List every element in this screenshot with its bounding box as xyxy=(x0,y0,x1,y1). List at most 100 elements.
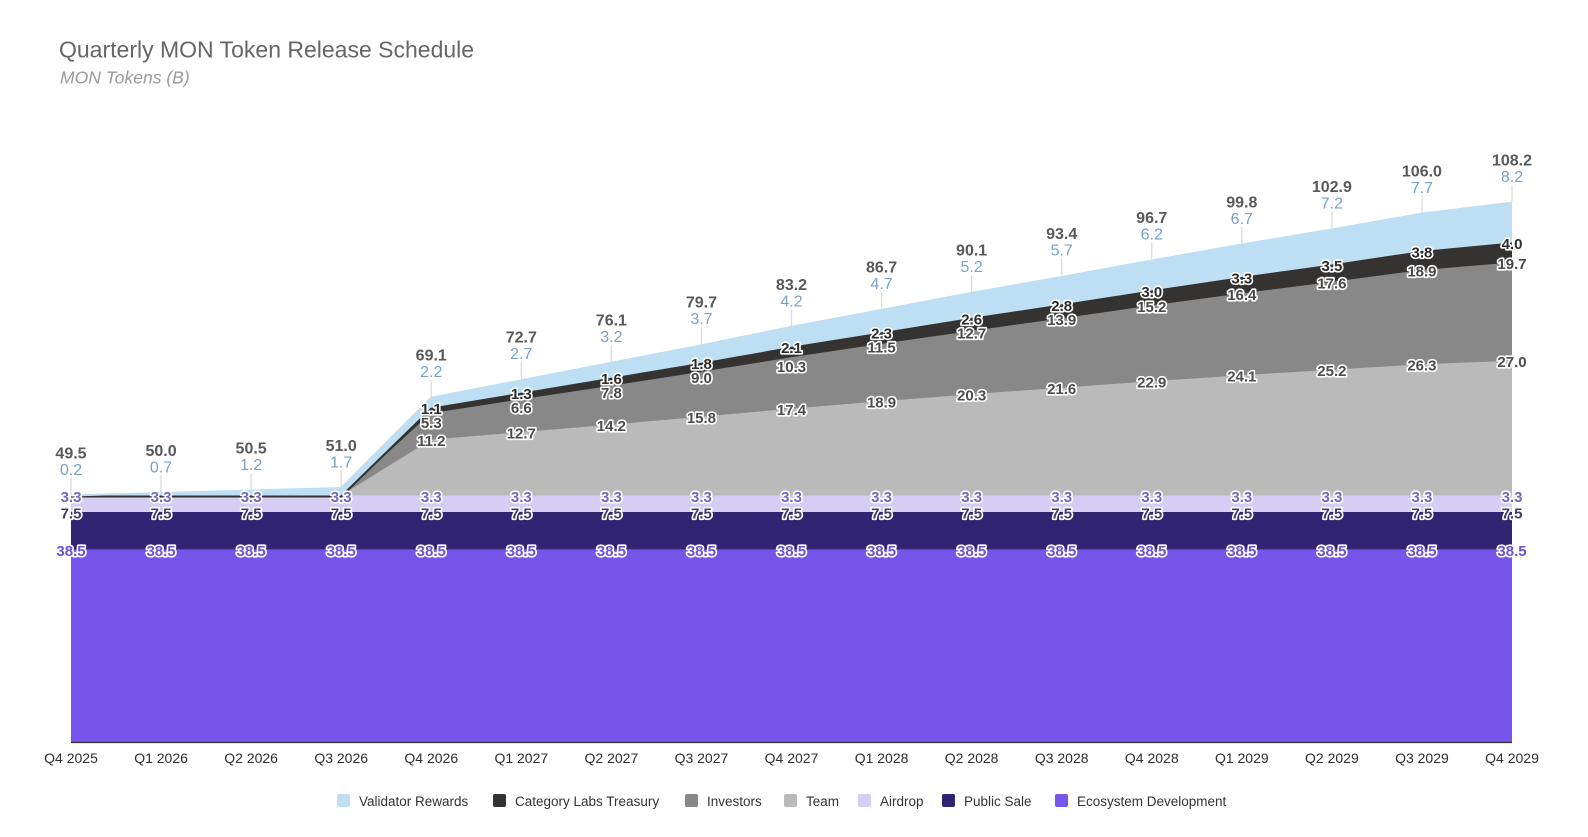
svg-text:21.6: 21.6 xyxy=(1047,381,1076,398)
svg-text:79.7: 79.7 xyxy=(686,295,717,312)
svg-text:1.3: 1.3 xyxy=(511,386,532,403)
svg-text:Q4 2025: Q4 2025 xyxy=(44,750,98,766)
svg-text:22.9: 22.9 xyxy=(1137,375,1166,392)
svg-text:Q4 2026: Q4 2026 xyxy=(404,750,458,766)
svg-text:38.5: 38.5 xyxy=(417,543,446,560)
svg-text:12.7: 12.7 xyxy=(507,426,536,443)
svg-text:3.3: 3.3 xyxy=(1051,489,1072,506)
svg-text:3.3: 3.3 xyxy=(1231,270,1252,287)
svg-text:7.5: 7.5 xyxy=(421,505,442,522)
svg-text:Q1 2029: Q1 2029 xyxy=(1215,750,1269,766)
svg-text:Q2 2026: Q2 2026 xyxy=(224,750,278,766)
svg-text:38.5: 38.5 xyxy=(1497,543,1526,560)
svg-text:Q1 2027: Q1 2027 xyxy=(494,750,548,766)
svg-text:1.7: 1.7 xyxy=(330,454,352,471)
svg-text:5.3: 5.3 xyxy=(421,415,442,432)
svg-text:7.2: 7.2 xyxy=(1321,195,1343,212)
svg-text:1.2: 1.2 xyxy=(240,457,262,474)
svg-text:7.5: 7.5 xyxy=(1502,505,1523,522)
svg-text:38.5: 38.5 xyxy=(146,543,175,560)
svg-text:38.5: 38.5 xyxy=(1317,543,1346,560)
svg-text:3.3: 3.3 xyxy=(601,489,622,506)
svg-text:2.6: 2.6 xyxy=(961,311,982,328)
svg-text:7.5: 7.5 xyxy=(1321,505,1342,522)
svg-text:90.1: 90.1 xyxy=(956,243,987,260)
svg-text:1.8: 1.8 xyxy=(691,356,712,373)
svg-text:3.3: 3.3 xyxy=(1231,489,1252,506)
svg-text:38.5: 38.5 xyxy=(597,543,626,560)
svg-text:99.8: 99.8 xyxy=(1226,194,1257,211)
svg-text:1.1: 1.1 xyxy=(421,401,442,418)
svg-text:Q2 2029: Q2 2029 xyxy=(1305,750,1359,766)
svg-text:24.1: 24.1 xyxy=(1227,369,1256,386)
svg-text:3.3: 3.3 xyxy=(421,489,442,506)
svg-text:Q2 2027: Q2 2027 xyxy=(585,750,639,766)
svg-text:Category Labs Treasury: Category Labs Treasury xyxy=(515,794,659,809)
svg-text:2.1: 2.1 xyxy=(781,340,802,357)
svg-text:7.5: 7.5 xyxy=(511,505,532,522)
svg-text:3.3: 3.3 xyxy=(241,489,262,506)
svg-text:4.0: 4.0 xyxy=(1502,236,1523,253)
svg-text:7.5: 7.5 xyxy=(1412,505,1433,522)
svg-text:3.3: 3.3 xyxy=(511,489,532,506)
svg-text:51.0: 51.0 xyxy=(326,438,357,455)
svg-text:7.5: 7.5 xyxy=(961,505,982,522)
svg-text:17.6: 17.6 xyxy=(1317,275,1346,292)
svg-text:25.2: 25.2 xyxy=(1317,363,1346,380)
svg-text:38.5: 38.5 xyxy=(777,543,806,560)
svg-text:17.4: 17.4 xyxy=(777,402,807,419)
svg-text:38.5: 38.5 xyxy=(1137,543,1166,560)
svg-text:11.5: 11.5 xyxy=(867,340,895,357)
svg-text:3.0: 3.0 xyxy=(1141,284,1162,301)
svg-text:Quarterly MON Token Release Sc: Quarterly MON Token Release Schedule xyxy=(59,37,474,63)
svg-text:102.9: 102.9 xyxy=(1312,179,1352,196)
svg-text:3.3: 3.3 xyxy=(61,489,82,506)
svg-text:2.3: 2.3 xyxy=(871,326,892,343)
svg-text:Q2 2028: Q2 2028 xyxy=(945,750,999,766)
svg-text:18.9: 18.9 xyxy=(867,395,896,412)
svg-text:38.5: 38.5 xyxy=(687,543,716,560)
svg-text:Q1 2026: Q1 2026 xyxy=(134,750,188,766)
svg-text:0.7: 0.7 xyxy=(150,459,172,476)
svg-text:38.5: 38.5 xyxy=(56,543,85,560)
svg-text:49.5: 49.5 xyxy=(55,445,86,462)
svg-text:2.7: 2.7 xyxy=(510,346,532,363)
svg-text:26.3: 26.3 xyxy=(1407,358,1436,375)
svg-text:Validator Rewards: Validator Rewards xyxy=(359,794,469,809)
svg-text:2.8: 2.8 xyxy=(1051,298,1072,315)
svg-text:7.7: 7.7 xyxy=(1411,180,1433,197)
svg-text:6.6: 6.6 xyxy=(511,400,532,417)
svg-text:5.7: 5.7 xyxy=(1051,243,1073,260)
svg-text:50.0: 50.0 xyxy=(145,443,176,460)
svg-text:93.4: 93.4 xyxy=(1046,226,1077,243)
svg-text:5.2: 5.2 xyxy=(960,259,982,276)
svg-text:Q4 2029: Q4 2029 xyxy=(1485,750,1539,766)
svg-text:50.5: 50.5 xyxy=(236,440,267,457)
svg-text:Q3 2029: Q3 2029 xyxy=(1395,750,1449,766)
svg-text:Q4 2027: Q4 2027 xyxy=(765,750,819,766)
svg-text:7.5: 7.5 xyxy=(241,505,262,522)
svg-text:38.5: 38.5 xyxy=(867,543,896,560)
svg-text:11.2: 11.2 xyxy=(417,433,445,450)
svg-text:3.2: 3.2 xyxy=(600,329,622,346)
svg-text:6.2: 6.2 xyxy=(1141,226,1163,243)
svg-text:83.2: 83.2 xyxy=(776,277,807,294)
svg-text:Public Sale: Public Sale xyxy=(964,794,1032,809)
svg-text:Q3 2027: Q3 2027 xyxy=(675,750,729,766)
svg-text:13.9: 13.9 xyxy=(1047,312,1076,329)
svg-text:3.7: 3.7 xyxy=(690,311,712,328)
svg-text:7.5: 7.5 xyxy=(781,505,802,522)
svg-text:3.3: 3.3 xyxy=(1321,489,1342,506)
svg-text:18.9: 18.9 xyxy=(1407,263,1436,280)
svg-text:38.5: 38.5 xyxy=(1047,543,1076,560)
svg-text:86.7: 86.7 xyxy=(866,260,897,277)
svg-text:69.1: 69.1 xyxy=(416,347,447,364)
svg-text:3.3: 3.3 xyxy=(1502,489,1523,506)
svg-text:MON Tokens (B): MON Tokens (B) xyxy=(60,68,190,88)
svg-text:7.5: 7.5 xyxy=(61,505,82,522)
svg-text:38.5: 38.5 xyxy=(1407,543,1436,560)
svg-text:96.7: 96.7 xyxy=(1136,210,1167,227)
svg-text:3.3: 3.3 xyxy=(691,489,712,506)
svg-text:27.0: 27.0 xyxy=(1497,354,1526,371)
svg-text:3.8: 3.8 xyxy=(1412,244,1433,261)
